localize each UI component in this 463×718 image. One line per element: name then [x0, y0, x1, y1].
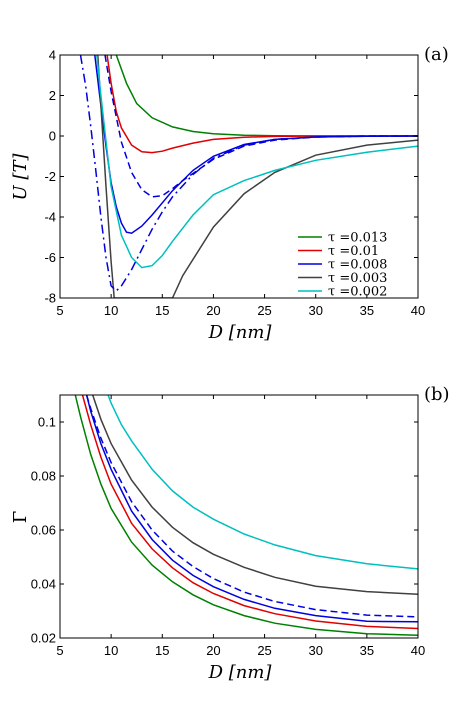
b-x-tick-label: 30	[308, 643, 322, 658]
chart-a-panel-label: (a)	[424, 44, 449, 65]
a-y-tick-label: -4	[44, 210, 56, 225]
a-y-tick-label: -8	[44, 291, 56, 306]
a-series-line-0.002	[96, 55, 418, 269]
b-y-tick-label: 0.02	[31, 631, 56, 646]
a-y-tick-label: -2	[44, 169, 56, 184]
a-x-tick-label: 20	[206, 303, 220, 318]
a-series-line-0.013	[115, 55, 418, 137]
chart-b-panel-label: (b)	[424, 384, 450, 405]
a-x-tick-label: 10	[104, 303, 118, 318]
a-series-line-dashdot-6	[79, 55, 418, 292]
b-series-line-solid-2	[85, 395, 418, 623]
a-y-tick-label: 4	[49, 48, 56, 63]
chart-a: 5 10 15 20 25 30 35 40 -8 -6 -4 -2 0 2 4 (a) D [nm] U…	[10, 44, 449, 343]
a-x-tick-label: 30	[308, 303, 322, 318]
b-y-tick-label: 0.1	[38, 415, 56, 430]
chart-b-y-label: Γ	[10, 511, 31, 524]
a-x-tick-label: 15	[155, 303, 169, 318]
a-y-tick-label: -6	[44, 250, 56, 265]
legend-label: τ =0.01	[328, 244, 379, 259]
a-series-line-0.01	[106, 55, 418, 154]
a-series-line-0.003	[97, 55, 418, 298]
a-y-tick-label: 2	[49, 88, 56, 103]
a-series-line-dashed-5	[104, 55, 418, 198]
b-x-tick-label: 5	[56, 643, 63, 658]
chart-b-frame	[59, 394, 419, 639]
a-x-tick-label: 35	[360, 303, 374, 318]
a-x-tick-label: 40	[411, 303, 425, 318]
chart-a-x-label: D [nm]	[208, 322, 273, 343]
b-series-line-solid-4	[91, 395, 418, 596]
b-x-tick-label: 25	[257, 643, 271, 658]
b-x-tick-label: 15	[155, 643, 169, 658]
b-series-line-solid-5	[107, 395, 418, 570]
a-x-tick-label: 25	[257, 303, 271, 318]
chart-b-plot-area	[74, 395, 418, 637]
a-y-tick-label: 0	[49, 129, 56, 144]
chart-a-plot-area	[79, 55, 418, 298]
legend-label: τ =0.013	[328, 231, 387, 246]
b-series-line-dashed-3	[85, 395, 418, 618]
chart-a-y-label: U [T]	[10, 153, 31, 201]
b-x-tick-label: 10	[104, 643, 118, 658]
b-series-line-solid-0	[74, 395, 418, 637]
a-x-tick-label: 5	[56, 303, 63, 318]
b-y-tick-label: 0.06	[31, 523, 56, 538]
legend-label: τ =0.008	[328, 258, 387, 273]
b-y-tick-label: 0.04	[31, 577, 56, 592]
chart-b-x-label: D [nm]	[208, 662, 273, 683]
legend-label: τ =0.003	[328, 271, 387, 286]
chart-b: 5 10 15 20 25 30 35 40 0.020.040.060.080.1 (b) …	[10, 384, 450, 683]
b-series-line-solid-1	[81, 395, 418, 630]
b-x-tick-label: 40	[411, 643, 425, 658]
b-y-tick-label: 0.08	[31, 469, 56, 484]
legend-label: τ =0.002	[328, 285, 387, 300]
b-x-tick-label: 35	[360, 643, 374, 658]
b-x-tick-label: 20	[206, 643, 220, 658]
